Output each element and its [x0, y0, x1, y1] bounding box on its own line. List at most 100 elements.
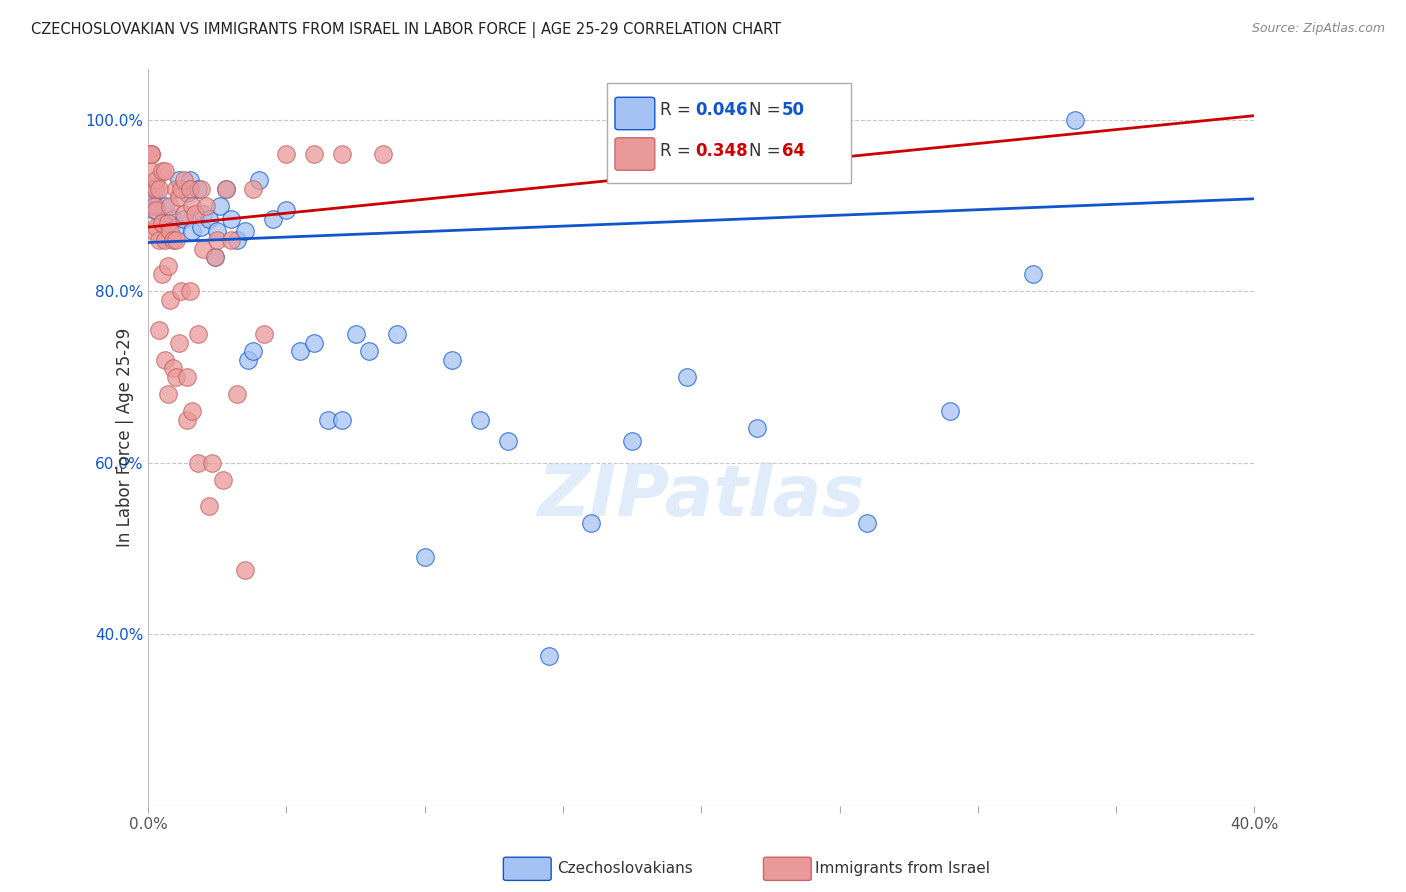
Point [173, 207, 195, 221]
Text: Czechoslovakians: Czechoslovakians [557, 862, 693, 876]
Point [242, 181, 264, 195]
Point [162, 211, 184, 226]
FancyBboxPatch shape [614, 137, 655, 170]
Point [676, 370, 699, 384]
Point [165, 233, 187, 247]
Point [276, 202, 298, 217]
Point [167, 190, 190, 204]
Point [150, 164, 173, 178]
Point [142, 202, 165, 217]
Point [148, 233, 170, 247]
Point [167, 173, 190, 187]
Point [233, 224, 256, 238]
Point [184, 207, 207, 221]
Point [225, 387, 247, 401]
Point [207, 233, 229, 247]
Point [316, 413, 339, 427]
Point [187, 181, 209, 195]
Point [145, 181, 167, 195]
Point [153, 164, 176, 178]
Point [236, 352, 259, 367]
Text: CZECHOSLOVAKIAN VS IMMIGRANTS FROM ISRAEL IN LABOR FORCE | AGE 25-29 CORRELATION: CZECHOSLOVAKIAN VS IMMIGRANTS FROM ISRAE… [31, 22, 782, 38]
Point [176, 413, 198, 427]
Point [939, 404, 962, 418]
Point [179, 173, 201, 187]
FancyBboxPatch shape [607, 83, 851, 183]
Point [142, 199, 165, 213]
Point [201, 456, 224, 470]
Point [413, 549, 436, 564]
Text: Source: ZipAtlas.com: Source: ZipAtlas.com [1251, 22, 1385, 36]
Point [159, 199, 181, 213]
Text: R =: R = [661, 101, 696, 119]
Point [538, 648, 561, 663]
Point [302, 147, 325, 161]
Point [145, 220, 167, 235]
Text: 0.348: 0.348 [696, 142, 748, 160]
Text: N =: N = [749, 142, 786, 160]
Point [290, 344, 312, 359]
Text: 50: 50 [782, 101, 806, 119]
Text: R =: R = [661, 142, 696, 160]
Text: 0.046: 0.046 [696, 101, 748, 119]
Point [344, 327, 367, 342]
Text: N =: N = [749, 101, 786, 119]
Point [302, 335, 325, 350]
Point [159, 224, 181, 238]
Point [204, 250, 226, 264]
Point [156, 220, 179, 235]
Point [145, 199, 167, 213]
Point [179, 181, 201, 195]
Point [214, 181, 236, 195]
Point [190, 181, 212, 195]
Point [253, 327, 276, 342]
Point [190, 220, 212, 235]
Point [156, 259, 179, 273]
Point [162, 233, 184, 247]
Point [170, 285, 193, 299]
Y-axis label: In Labor Force | Age 25-29: In Labor Force | Age 25-29 [117, 327, 134, 547]
Point [193, 207, 215, 221]
Point [148, 181, 170, 195]
Point [139, 164, 162, 178]
Point [162, 361, 184, 376]
Point [150, 267, 173, 281]
Point [219, 211, 242, 226]
Point [187, 456, 209, 470]
Point [468, 413, 491, 427]
Point [142, 224, 165, 238]
Point [856, 516, 879, 530]
Point [330, 147, 353, 161]
Point [156, 387, 179, 401]
Point [139, 147, 162, 161]
Point [173, 173, 195, 187]
Point [204, 250, 226, 264]
Point [359, 344, 381, 359]
Point [195, 199, 218, 213]
Point [150, 216, 173, 230]
FancyBboxPatch shape [614, 97, 655, 129]
Point [385, 327, 408, 342]
Point [496, 434, 519, 449]
Point [181, 224, 204, 238]
Point [373, 147, 395, 161]
Point [176, 186, 198, 200]
Point [150, 216, 173, 230]
Point [142, 181, 165, 195]
Point [153, 352, 176, 367]
Point [219, 233, 242, 247]
Point [209, 199, 232, 213]
Point [1022, 267, 1045, 281]
Text: Immigrants from Israel: Immigrants from Israel [815, 862, 990, 876]
Point [179, 285, 201, 299]
Point [214, 181, 236, 195]
Point [262, 211, 284, 226]
Point [153, 199, 176, 213]
Point [148, 323, 170, 337]
Text: ZIPatlas: ZIPatlas [537, 461, 865, 531]
Point [242, 344, 264, 359]
Point [225, 233, 247, 247]
Point [621, 434, 644, 449]
Point [165, 370, 187, 384]
Point [139, 190, 162, 204]
